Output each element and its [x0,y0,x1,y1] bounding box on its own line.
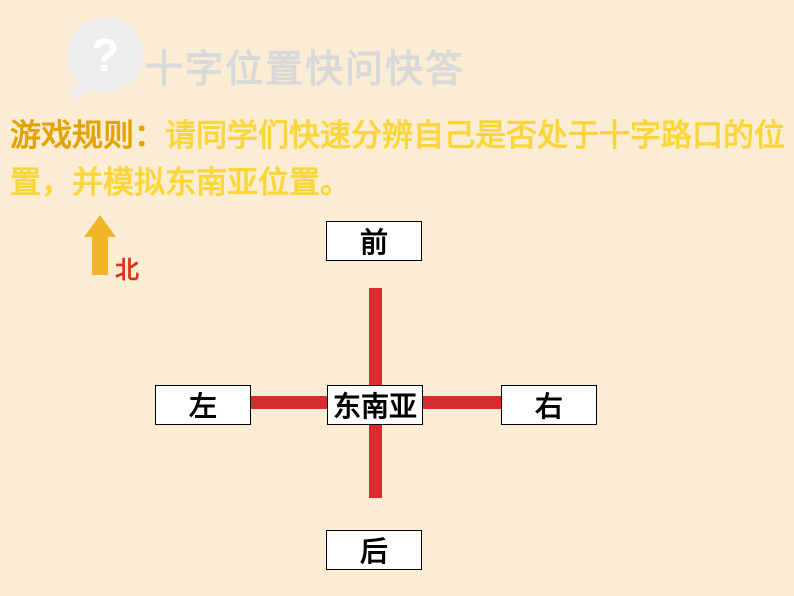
box-label: 东南亚 [333,385,417,425]
page-title: 十字位置快问快答 [145,38,465,93]
north-label: 北 [115,250,139,285]
direction-box-front: 前 [326,221,422,261]
question-mark-icon: ? [91,28,119,82]
direction-box-back: 后 [326,530,422,570]
direction-box-left: 左 [155,385,251,425]
rules-text: 游戏规则：请同学们快速分辨自己是否处于十字路口的位置，并模拟东南亚位置。 [10,113,790,206]
question-bubble: ? [67,17,143,93]
box-label: 前 [360,221,388,261]
direction-box-center: 东南亚 [327,385,423,425]
north-arrow-icon [84,215,116,280]
question-bubble-tail [70,85,96,101]
box-label: 左 [189,385,217,425]
box-label: 后 [360,530,388,570]
box-label: 右 [535,385,563,425]
rules-label: 游戏规则： [10,118,165,153]
direction-box-right: 右 [501,385,597,425]
